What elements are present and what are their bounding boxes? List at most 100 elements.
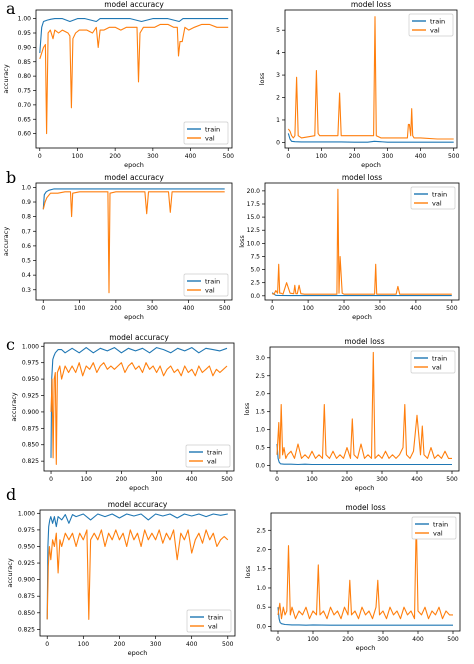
series-line-train — [276, 443, 452, 466]
x-tick-label: 300 — [374, 305, 386, 312]
x-axis-label: epoch — [352, 313, 372, 321]
y-axis-label: accuracy — [2, 227, 10, 256]
y-tick-label: 0.975 — [22, 360, 39, 367]
y-tick-label: 1.0 — [256, 585, 266, 592]
y-tick-label: 0.85 — [18, 59, 32, 66]
series-line-val — [277, 518, 453, 620]
x-tick-label: 300 — [151, 476, 163, 483]
plot-frame — [35, 9, 233, 149]
legend-label-train: train — [432, 354, 447, 362]
series-line-val — [39, 23, 229, 135]
x-axis-label: epoch — [129, 484, 149, 492]
x-tick-label: 500 — [222, 641, 234, 648]
y-tick-label: 0.950 — [22, 376, 39, 383]
legend-label-train: train — [207, 448, 222, 456]
x-tick-label: 300 — [377, 636, 389, 643]
x-axis-label: epoch — [124, 313, 144, 321]
y-tick-label: 0.900 — [22, 409, 39, 416]
y-tick-label: 3.0 — [255, 355, 265, 362]
y-tick-label: 0.80 — [18, 73, 32, 80]
x-tick-label: 500 — [446, 476, 458, 483]
series-line-val — [276, 351, 452, 459]
x-tick-label: 400 — [183, 305, 195, 312]
x-tick-label: 200 — [342, 636, 354, 643]
series-line-val — [50, 362, 228, 465]
y-tick-label: 2.5 — [255, 373, 265, 380]
legend-label-val: val — [207, 457, 217, 465]
x-tick-label: 300 — [147, 153, 159, 160]
x-tick-label: 300 — [382, 153, 394, 160]
legend-label-train: train — [208, 613, 223, 621]
y-tick-label: 0.825 — [22, 458, 39, 465]
plot-frame — [284, 9, 458, 149]
series-line-val — [287, 16, 454, 140]
y-tick-label: 0.5 — [255, 445, 265, 452]
x-tick-label: 400 — [412, 636, 424, 643]
y-tick-label: 0.9 — [21, 199, 31, 206]
chart-title: model accuracy — [109, 333, 169, 342]
series-line-val — [42, 191, 225, 294]
plot-frame — [269, 346, 460, 472]
y-tick-label: 0.6 — [21, 243, 31, 250]
x-tick-label: 100 — [307, 636, 319, 643]
y-tick-label: 12.5 — [247, 227, 261, 234]
x-tick-label: 500 — [448, 153, 460, 160]
x-tick-label: 400 — [186, 476, 198, 483]
y-tick-label: 0.60 — [18, 131, 32, 138]
legend-label-val: val — [433, 529, 443, 537]
y-tick-label: 2.0 — [256, 547, 266, 554]
y-tick-label: 0.70 — [18, 102, 32, 109]
plot-frame — [264, 182, 460, 301]
chart-panel-2: 0 100 200 300 400 500 0.3 0.4 0.5 0.6 0.7 0.8 0.9 1.0… — [2, 168, 233, 321]
y-tick-label: 2.5 — [256, 527, 266, 534]
x-tick-label: 0 — [38, 153, 42, 160]
panel-label: b — [6, 168, 16, 187]
legend-label-val: val — [205, 286, 215, 294]
y-tick-label: 1.0 — [21, 184, 31, 191]
x-tick-label: 100 — [302, 305, 314, 312]
y-axis-label: loss — [258, 72, 266, 85]
plot-frame — [35, 182, 233, 301]
legend-label-val: val — [432, 363, 442, 371]
x-axis-label: epoch — [128, 649, 148, 657]
x-tick-label: 100 — [306, 476, 318, 483]
series-line-train — [39, 18, 229, 54]
x-axis-label: epoch — [361, 161, 381, 169]
y-axis-label: accuracy — [6, 558, 14, 587]
y-tick-label: 0.925 — [22, 393, 39, 400]
y-tick-label: 0.5 — [21, 258, 31, 265]
x-tick-label: 400 — [415, 153, 427, 160]
y-tick-label: 2.5 — [250, 280, 260, 287]
chart-panel-6: 0 100 200 300 400 500 0.825 0.850 0.875 0.900 0.92… — [6, 485, 236, 657]
legend-label-train: train — [430, 17, 445, 25]
panel-label: a — [6, 0, 16, 18]
x-axis-label: epoch — [124, 161, 144, 169]
series-line-train — [46, 513, 228, 620]
chart-title: model loss — [351, 0, 391, 9]
y-tick-label: 0.875 — [18, 593, 35, 600]
chart-panel-1: 0 100 200 300 400 500 0 1 2 3 4 5 model loss epoch los… — [258, 0, 460, 169]
x-tick-label: 0 — [49, 476, 53, 483]
y-tick-label: 0.850 — [18, 610, 35, 617]
series-line-train — [277, 607, 453, 626]
x-tick-label: 200 — [109, 153, 121, 160]
plot-frame — [39, 509, 236, 637]
legend-label-train: train — [433, 520, 448, 528]
x-tick-label: 0 — [286, 153, 290, 160]
x-tick-label: 100 — [316, 153, 328, 160]
legend-label-val: val — [208, 622, 218, 630]
y-tick-label: 0.75 — [18, 88, 32, 95]
x-tick-label: 0 — [45, 641, 49, 648]
x-tick-label: 0 — [270, 305, 274, 312]
x-tick-label: 500 — [223, 153, 235, 160]
y-tick-label: 1.000 — [18, 510, 35, 517]
y-tick-label: 17.5 — [247, 201, 261, 208]
y-tick-label: 0.0 — [256, 623, 266, 630]
x-tick-label: 300 — [150, 641, 162, 648]
series-line-train — [50, 347, 228, 458]
